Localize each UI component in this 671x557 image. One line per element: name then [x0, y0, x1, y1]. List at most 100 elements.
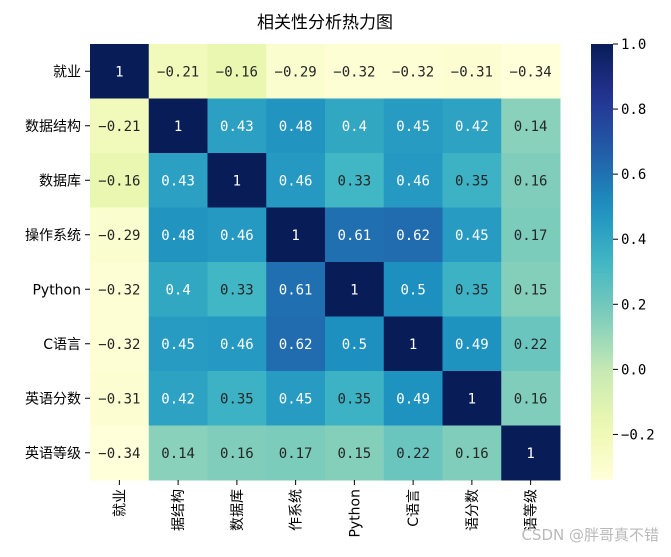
- heatmap-cell: [383, 262, 443, 317]
- heatmap-cell: [501, 207, 561, 263]
- heatmap-cell: [501, 262, 561, 317]
- row-label: Python: [32, 282, 81, 298]
- heatmap-cell: [383, 98, 443, 154]
- cell-value-label: −0.16: [98, 173, 140, 189]
- heatmap-cell: [90, 262, 150, 317]
- cell-value-label: 0.62: [279, 337, 313, 353]
- cell-value-label: 0.16: [455, 446, 489, 462]
- heatmap-cell: [325, 262, 385, 317]
- cell-value-label: 0.43: [161, 173, 195, 189]
- row-label: C语言: [43, 337, 81, 353]
- cell-value-label: 1: [468, 391, 476, 407]
- heatmap-cell: [207, 262, 267, 317]
- cell-value-label: 0.35: [220, 391, 254, 407]
- heatmap-cell: [90, 153, 150, 208]
- cell-value-label: 0.22: [396, 446, 430, 462]
- colorbar-tick-label: 0.0: [621, 362, 646, 378]
- heatmap-cell: [442, 44, 502, 99]
- cell-value-label: −0.34: [98, 446, 140, 462]
- cell-value-label: −0.29: [275, 64, 317, 80]
- heatmap-cell: [90, 316, 150, 372]
- cell-value-label: 0.15: [338, 446, 372, 462]
- cell-value-label: 0.45: [396, 119, 430, 135]
- cell-value-label: −0.32: [98, 337, 140, 353]
- cell-value-label: 0.4: [165, 282, 190, 298]
- heatmap-cell: [266, 153, 326, 208]
- cell-value-label: 0.48: [279, 119, 313, 135]
- heatmap-cell: [325, 316, 385, 372]
- heatmap-cell: [207, 98, 267, 154]
- heatmap-cell: [266, 207, 326, 263]
- cell-value-label: 0.17: [279, 446, 313, 462]
- heatmap-cell: [501, 44, 561, 99]
- heatmap-cell: [383, 316, 443, 372]
- cell-value-label: 0.5: [342, 337, 367, 353]
- cell-value-label: 0.16: [514, 173, 548, 189]
- cell-value-label: 0.15: [514, 282, 548, 298]
- cell-value-label: 0.33: [338, 173, 372, 189]
- col-labels: 就业 据结构 数据库 作系统 Python C语言 语分数 语等级: [112, 480, 540, 538]
- cell-value-label: 0.16: [220, 446, 254, 462]
- heatmap-cell: [148, 425, 208, 481]
- colorbar-tick-label: 0.8: [621, 102, 646, 118]
- heatmap-cell: [325, 207, 385, 263]
- heatmap-cell: [383, 153, 443, 208]
- colorbar-tick-label: 0.2: [621, 297, 646, 313]
- heatmap-cell: [501, 371, 561, 426]
- heatmap-cell: [501, 425, 561, 481]
- cell-value-label: 0.49: [396, 391, 430, 407]
- row-label: 数据结构: [25, 119, 81, 135]
- cell-value-label: 0.62: [396, 228, 430, 244]
- cell-value-label: 0.35: [338, 391, 372, 407]
- heatmap-cell: [442, 425, 502, 481]
- cell-value-label: 1: [115, 64, 123, 80]
- cell-value-label: −0.21: [98, 119, 140, 135]
- heatmap-cell: [442, 98, 502, 154]
- heatmap-cells: 1 −0.21 −0.16 −0.29 −0.32 −0.32 −0.31 −0.34 −0.2…: [90, 44, 561, 481]
- col-label: 语分数: [465, 489, 481, 531]
- heatmap-cell: [325, 371, 385, 426]
- heatmap-cell: [148, 262, 208, 317]
- cell-value-label: 1: [291, 228, 299, 244]
- cell-value-label: 0.45: [279, 391, 313, 407]
- colorbar-tick-label: 1.0: [621, 37, 646, 53]
- cell-value-label: 0.46: [396, 173, 430, 189]
- heatmap-cell: [442, 207, 502, 263]
- col-label: C语言: [406, 489, 422, 527]
- cell-value-label: 0.42: [455, 119, 489, 135]
- heatmap-cell: [325, 425, 385, 481]
- cell-value-label: 0.16: [514, 391, 548, 407]
- heatmap-cell: [266, 316, 326, 372]
- cell-value-label: 0.46: [220, 337, 254, 353]
- heatmap-cell: [442, 316, 502, 372]
- heatmap-cell: [383, 207, 443, 263]
- heatmap-cell: [383, 371, 443, 426]
- heatmap-cell: [266, 262, 326, 317]
- colorbar-gradient: [591, 44, 613, 480]
- heatmap-cell: [207, 207, 267, 263]
- heatmap-cell: [90, 425, 150, 481]
- chart-title: 相关性分析热力图: [257, 13, 393, 33]
- col-label: 就业: [112, 489, 128, 517]
- row-label: 英语分数: [25, 390, 81, 407]
- cell-value-label: 0.46: [279, 173, 313, 189]
- heatmap-cell: [325, 153, 385, 208]
- cell-value-label: 0.33: [220, 282, 254, 298]
- cell-value-label: 0.45: [455, 228, 489, 244]
- col-label: 语等级: [523, 489, 540, 531]
- cell-value-label: 0.5: [400, 282, 425, 298]
- heatmap-cell: [266, 44, 326, 99]
- cell-value-label: 0.61: [279, 282, 313, 298]
- cell-value-label: −0.32: [98, 282, 140, 298]
- col-label: 作系统: [289, 489, 305, 531]
- heatmap-cell: [90, 44, 150, 99]
- col-label: 据结构: [171, 489, 187, 531]
- heatmap-cell: [266, 98, 326, 154]
- cell-value-label: 0.17: [514, 228, 548, 244]
- heatmap-cell: [442, 371, 502, 426]
- heatmap-cell: [442, 262, 502, 317]
- row-label: 数据库: [39, 173, 81, 189]
- cell-value-label: −0.31: [451, 64, 493, 80]
